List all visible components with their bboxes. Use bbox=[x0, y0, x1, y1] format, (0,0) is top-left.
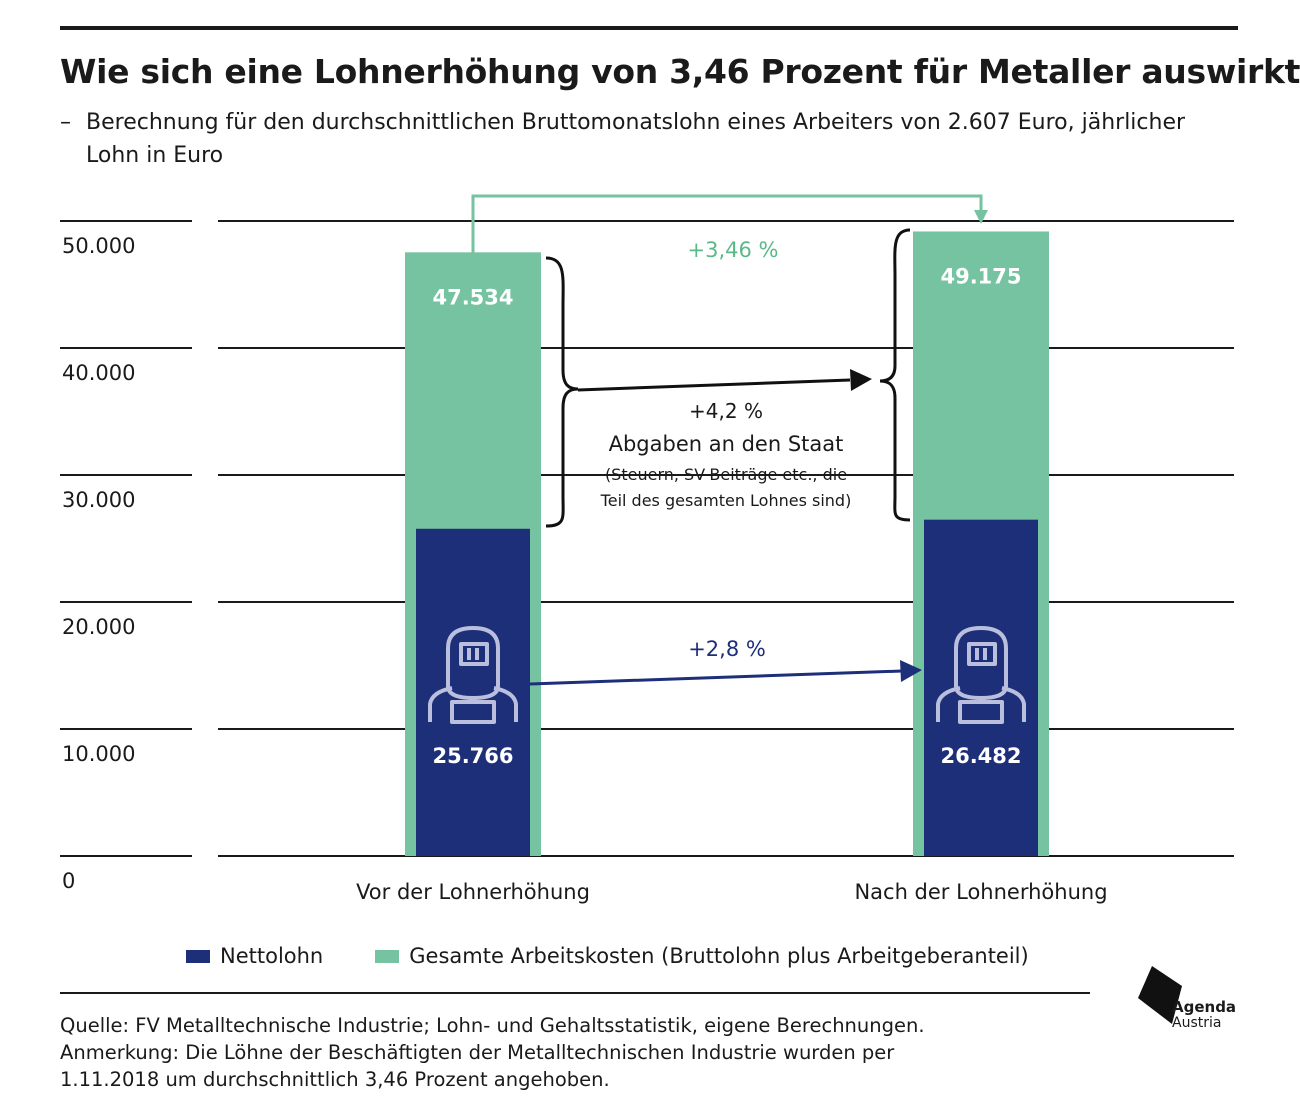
y-tick-label: 40.000 bbox=[62, 361, 135, 385]
gross-change-arrow-line bbox=[471, 194, 983, 256]
welder-shoulders bbox=[936, 686, 1026, 722]
y-tick-label: 50.000 bbox=[62, 234, 135, 258]
y-axis-labels: 0 10.000 20.000 30.000 40.000 50.000 bbox=[62, 234, 135, 893]
logo-text-agenda: Agenda bbox=[1172, 998, 1237, 1016]
brace-right bbox=[879, 228, 911, 522]
top-rule bbox=[60, 26, 1238, 30]
bar-value-labels: 47.534 25.766 49.175 26.482 bbox=[432, 264, 1021, 768]
agenda-austria-logo: Agenda Austria bbox=[1132, 962, 1242, 1032]
bottom-rule bbox=[60, 992, 1090, 994]
bar-label-arbeitskosten: 49.175 bbox=[940, 264, 1021, 288]
bar-label-arbeitskosten: 47.534 bbox=[432, 285, 513, 309]
state-change-arrow-line bbox=[577, 378, 851, 392]
chart-svg: 0 10.000 20.000 30.000 40.000 50.000 47.534 25… bbox=[60, 194, 1234, 904]
legend-swatch-arbeitskosten bbox=[375, 949, 400, 963]
legend-item-arbeitskosten: Gesamte Arbeitskosten (Bruttolohn plus A… bbox=[375, 944, 1029, 968]
chart-subtitle: – Berechnung für den durchschnittlichen … bbox=[60, 106, 1240, 172]
x-tick-label: Nach der Lohnerhöhung bbox=[854, 880, 1107, 904]
welder-apron bbox=[958, 700, 1004, 724]
state-note-2: Teil des gesamten Lohnes sind) bbox=[600, 491, 852, 510]
annotations: +3,46 % +2,8 % +4,2 % Abgaben an den Staat (… bbox=[471, 194, 988, 686]
y-tick-label: 0 bbox=[62, 869, 75, 893]
bar-nettolohn bbox=[416, 528, 530, 856]
welder-icon bbox=[428, 626, 518, 724]
welder-icon bbox=[936, 626, 1026, 724]
welder-visor bbox=[967, 642, 997, 666]
chart-title: Wie sich eine Lohnerhöhung von 3,46 Proz… bbox=[60, 52, 1300, 91]
x-tick-label: Vor der Lohnerhöhung bbox=[356, 880, 590, 904]
gridlines bbox=[60, 220, 1234, 857]
y-tick-label: 30.000 bbox=[62, 488, 135, 512]
net-change-arrow-line bbox=[529, 669, 903, 686]
legend-item-nettolohn: Nettolohn bbox=[186, 944, 323, 968]
legend-label-arbeitskosten: Gesamte Arbeitskosten (Bruttolohn plus A… bbox=[409, 944, 1029, 968]
legend-label-nettolohn: Nettolohn bbox=[220, 944, 324, 968]
x-axis-labels: Vor der Lohnerhöhung Nach der Lohnerhöhun… bbox=[356, 880, 1107, 904]
welder-apron bbox=[450, 700, 496, 724]
net-change-arrowhead bbox=[900, 660, 922, 682]
brace-left bbox=[545, 256, 579, 528]
bar-label-nettolohn: 25.766 bbox=[432, 744, 513, 768]
state-title: Abgaben an den Staat bbox=[609, 432, 844, 456]
logo-mark-icon bbox=[1138, 966, 1182, 1024]
welder-helmet bbox=[446, 626, 500, 700]
welder-shoulders bbox=[428, 686, 518, 722]
y-tick-label: 10.000 bbox=[62, 742, 135, 766]
state-note-1: (Steuern, SV-Beiträge etc., die bbox=[605, 465, 847, 484]
gross-change-arrowhead bbox=[974, 210, 988, 224]
subtitle-dash: – bbox=[60, 110, 71, 135]
footnotes: Quelle: FV Metalltechnische Industrie; L… bbox=[60, 1012, 1160, 1093]
remark-line-2: 1.11.2018 um durchschnittlich 3,46 Proze… bbox=[60, 1068, 610, 1091]
legend-swatch-nettolohn bbox=[186, 949, 210, 963]
legend: Nettolohn Gesamte Arbeitskosten (Bruttol… bbox=[186, 944, 1081, 968]
worker-icons bbox=[428, 626, 1026, 724]
source-note: Quelle: FV Metalltechnische Industrie; L… bbox=[60, 1014, 925, 1037]
welder-helmet bbox=[954, 626, 1008, 700]
state-change-label: +4,2 % bbox=[689, 399, 763, 423]
net-change-label: +2,8 % bbox=[688, 637, 766, 661]
bar-label-nettolohn: 26.482 bbox=[940, 744, 1021, 768]
remark-line-1: Anmerkung: Die Löhne der Beschäftigten d… bbox=[60, 1041, 895, 1064]
y-tick-label: 20.000 bbox=[62, 615, 135, 639]
state-change-arrowhead bbox=[850, 369, 872, 391]
subtitle-text: Berechnung für den durchschnittlichen Br… bbox=[86, 110, 1186, 168]
bars bbox=[405, 231, 1049, 857]
welder-visor bbox=[459, 642, 489, 666]
gross-change-label: +3,46 % bbox=[688, 238, 779, 262]
logo-text-austria: Austria bbox=[1172, 1015, 1222, 1031]
bar-nettolohn bbox=[924, 519, 1038, 856]
